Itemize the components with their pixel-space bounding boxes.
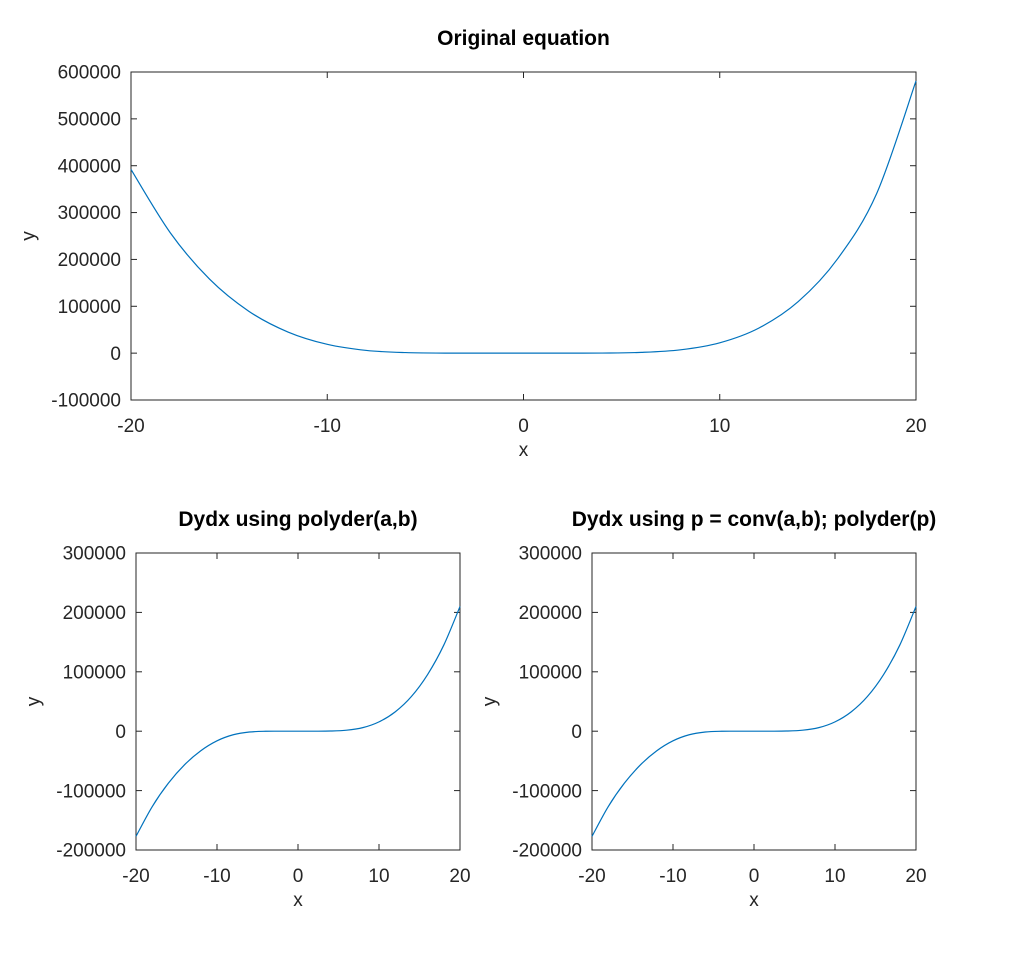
y-tick-label-original: 500000 [58, 110, 121, 131]
x-tick-label-original: -20 [117, 416, 144, 437]
plot-area-polyder [135, 552, 461, 851]
y-tick-label-polyder: 100000 [63, 662, 126, 683]
x-tick-label-polyder: 20 [449, 866, 470, 887]
y-axis-label-polyder: y [24, 696, 45, 706]
subplot-dydx-conv: Dydx using p = conv(a,b); polyder(p) x y… [480, 508, 937, 911]
y-tick-label-original: 200000 [58, 250, 121, 271]
y-tick-label-original: 100000 [58, 297, 121, 318]
y-tick-label-original: -100000 [51, 391, 121, 412]
x-tick-label-conv: 20 [905, 866, 926, 887]
x-tick-label-original: 0 [518, 416, 529, 437]
axis-ticks-conv: -20 -10 0 10 20 -200000 -100000 0 100000 200000 30… [512, 544, 926, 887]
y-tick-label-conv: 100000 [519, 662, 582, 683]
series-line-polyder [135, 606, 461, 837]
y-tick-label-polyder: 0 [115, 722, 126, 743]
series-line-conv [591, 606, 917, 837]
x-axis-label-original: x [519, 440, 529, 461]
x-tick-label-original: -10 [314, 416, 341, 437]
x-tick-label-conv: 0 [749, 866, 760, 887]
plot-area-conv [591, 552, 917, 851]
y-tick-label-polyder: 300000 [63, 544, 126, 565]
y-tick-label-original: 0 [110, 344, 121, 365]
plot-title-conv: Dydx using p = conv(a,b); polyder(p) [572, 508, 937, 531]
x-tick-label-polyder: 0 [293, 866, 304, 887]
axis-ticks-polyder: -20 -10 0 10 20 -200000 -100000 0 100000 200000 30… [56, 544, 470, 887]
x-tick-label-conv: -20 [578, 866, 605, 887]
y-axis-label-conv: y [480, 696, 501, 706]
plot-title-original: Original equation [437, 27, 610, 50]
series-line-original [130, 80, 917, 354]
y-tick-label-original: 600000 [58, 63, 121, 84]
x-axis-label-polyder: x [293, 890, 303, 911]
y-tick-label-conv: 0 [571, 722, 582, 743]
x-tick-label-original: 10 [709, 416, 730, 437]
x-tick-label-polyder: -10 [203, 866, 230, 887]
y-tick-label-polyder: -100000 [56, 781, 126, 802]
plot-title-polyder: Dydx using polyder(a,b) [178, 508, 417, 531]
x-tick-label-polyder: 10 [368, 866, 389, 887]
x-tick-label-original: 20 [905, 416, 926, 437]
y-tick-label-polyder: -200000 [56, 841, 126, 862]
y-tick-label-original: 300000 [58, 203, 121, 224]
x-tick-label-conv: 10 [824, 866, 845, 887]
x-tick-label-conv: -10 [659, 866, 686, 887]
x-axis-label-conv: x [749, 890, 759, 911]
y-tick-label-polyder: 200000 [63, 603, 126, 624]
y-tick-label-original: 400000 [58, 156, 121, 177]
y-tick-label-conv: -100000 [512, 781, 582, 802]
axis-ticks-original: -20 -10 0 10 20 -100000 0 100000 200000 300000 400… [51, 63, 926, 437]
y-tick-label-conv: -200000 [512, 841, 582, 862]
subplot-dydx-polyder: Dydx using polyder(a,b) x y -20 -10 0 10 20-… [24, 508, 471, 911]
y-axis-label-original: y [19, 231, 40, 241]
subplot-original-equation: Original equation x y -20 -10 0 10 20 -100000… [19, 27, 927, 461]
y-tick-label-conv: 200000 [519, 603, 582, 624]
plot-area-original [130, 71, 917, 401]
y-tick-label-conv: 300000 [519, 544, 582, 565]
x-tick-label-polyder: -20 [122, 866, 149, 887]
